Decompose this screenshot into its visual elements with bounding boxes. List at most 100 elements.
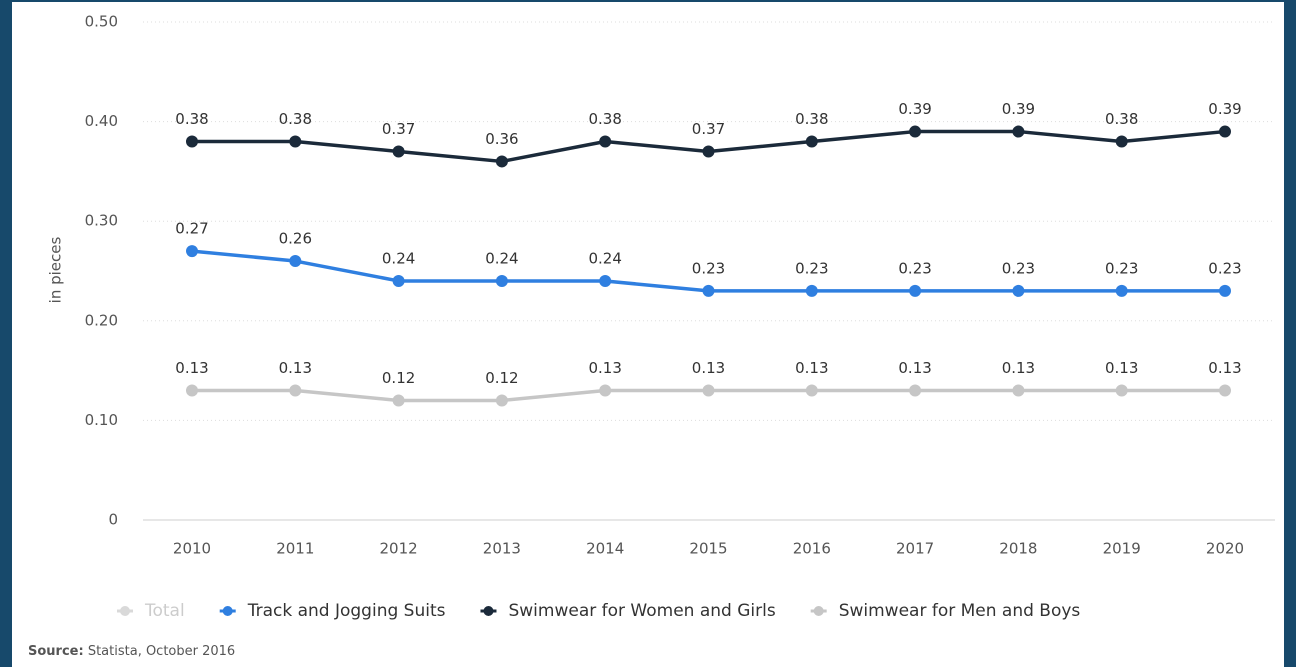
- data-label: 0.38: [795, 110, 828, 128]
- data-label: 0.38: [1105, 110, 1138, 128]
- data-label: 0.36: [485, 130, 518, 148]
- source: Source: Statista, October 2016: [28, 644, 235, 659]
- data-point: [1012, 125, 1025, 138]
- legend-marker: [222, 606, 233, 616]
- data-label: 0.13: [1208, 359, 1241, 377]
- y-tick-label: 0.40: [85, 112, 118, 130]
- data-label: 0.27: [175, 220, 208, 238]
- x-tick-label: 2019: [1103, 540, 1141, 558]
- data-label: 0.24: [382, 249, 415, 267]
- data-label: 0.13: [279, 359, 312, 377]
- data-point: [702, 145, 715, 158]
- data-point: [1219, 284, 1231, 297]
- data-point: [1219, 384, 1231, 397]
- data-point: [392, 145, 405, 158]
- data-point: [289, 255, 302, 268]
- legend-item: Track and Jogging Suits: [219, 601, 446, 621]
- x-tick-label: 2010: [173, 540, 211, 558]
- data-point: [702, 284, 715, 297]
- x-tick-label: 2015: [689, 540, 727, 558]
- source-text: Statista, October 2016: [88, 644, 235, 659]
- data-point: [1115, 384, 1128, 397]
- y-axis-label: in pieces: [47, 236, 65, 303]
- data-label: 0.12: [382, 369, 415, 387]
- data-label: 0.13: [795, 359, 828, 377]
- data-point: [186, 384, 198, 397]
- data-point: [392, 274, 405, 287]
- source-label: Source:: [28, 644, 84, 659]
- x-tick-label: 2018: [999, 540, 1037, 558]
- data-point: [186, 135, 198, 148]
- data-point: [495, 155, 508, 168]
- data-label: 0.38: [279, 110, 312, 128]
- legend-marker: [813, 606, 824, 616]
- legend-item: Swimwear for Men and Boys: [810, 601, 1081, 621]
- data-point: [1115, 135, 1128, 148]
- legend-marker: [483, 606, 494, 616]
- data-point: [289, 135, 302, 148]
- data-label: 0.38: [588, 110, 621, 128]
- data-point: [599, 384, 612, 397]
- data-label: 0.23: [692, 259, 725, 277]
- data-point: [909, 284, 922, 297]
- x-tick-label: 2013: [483, 540, 521, 558]
- data-label: 0.39: [1208, 100, 1241, 118]
- y-tick-label: 0.30: [85, 212, 118, 230]
- data-point: [1219, 125, 1231, 138]
- data-label: 0.13: [898, 359, 931, 377]
- data-label: 0.37: [382, 120, 415, 138]
- data-point: [702, 384, 715, 397]
- legend-item: Swimwear for Women and Girls: [480, 601, 776, 621]
- data-point: [805, 384, 818, 397]
- x-tick-label: 2016: [793, 540, 831, 558]
- data-label: 0.26: [279, 230, 312, 248]
- legend-label: Total: [144, 601, 185, 621]
- legend-marker: [120, 606, 130, 616]
- data-label: 0.23: [1002, 259, 1035, 277]
- data-point: [909, 384, 922, 397]
- legend-label: Track and Jogging Suits: [247, 601, 446, 621]
- y-tick-label: 0.10: [85, 411, 118, 429]
- data-point: [805, 135, 818, 148]
- data-label: 0.39: [898, 100, 931, 118]
- legend-label: Swimwear for Men and Boys: [839, 601, 1081, 621]
- data-label: 0.24: [485, 249, 518, 267]
- data-point: [805, 284, 818, 297]
- data-label: 0.13: [692, 359, 725, 377]
- data-label: 0.39: [1002, 100, 1035, 118]
- x-tick-label: 2017: [896, 540, 934, 558]
- data-point: [599, 274, 612, 287]
- data-point: [392, 394, 405, 407]
- data-label: 0.13: [588, 359, 621, 377]
- y-tick-label: 0.50: [85, 13, 118, 31]
- x-tick-label: 2014: [586, 540, 624, 558]
- y-tick-label: 0.20: [85, 311, 118, 329]
- data-label: 0.23: [1208, 259, 1241, 277]
- panel: [12, 2, 1284, 667]
- data-label: 0.23: [898, 259, 931, 277]
- data-label: 0.13: [175, 359, 208, 377]
- data-label: 0.23: [1105, 259, 1138, 277]
- data-label: 0.38: [175, 110, 208, 128]
- data-point: [186, 245, 198, 258]
- data-label: 0.24: [588, 249, 621, 267]
- data-point: [909, 125, 922, 138]
- data-point: [1115, 284, 1128, 297]
- legend-item: Total: [117, 601, 185, 621]
- x-tick-label: 2011: [276, 540, 314, 558]
- x-tick-label: 2020: [1206, 540, 1244, 558]
- data-label: 0.13: [1105, 359, 1138, 377]
- legend-label: Swimwear for Women and Girls: [508, 601, 775, 621]
- data-label: 0.37: [692, 120, 725, 138]
- y-tick-label: 0: [108, 511, 118, 529]
- data-point: [1012, 284, 1025, 297]
- data-point: [599, 135, 612, 148]
- data-label: 0.23: [795, 259, 828, 277]
- data-point: [495, 274, 508, 287]
- data-point: [1012, 384, 1025, 397]
- data-label: 0.13: [1002, 359, 1035, 377]
- data-point: [495, 394, 508, 407]
- data-label: 0.12: [485, 369, 518, 387]
- data-point: [289, 384, 302, 397]
